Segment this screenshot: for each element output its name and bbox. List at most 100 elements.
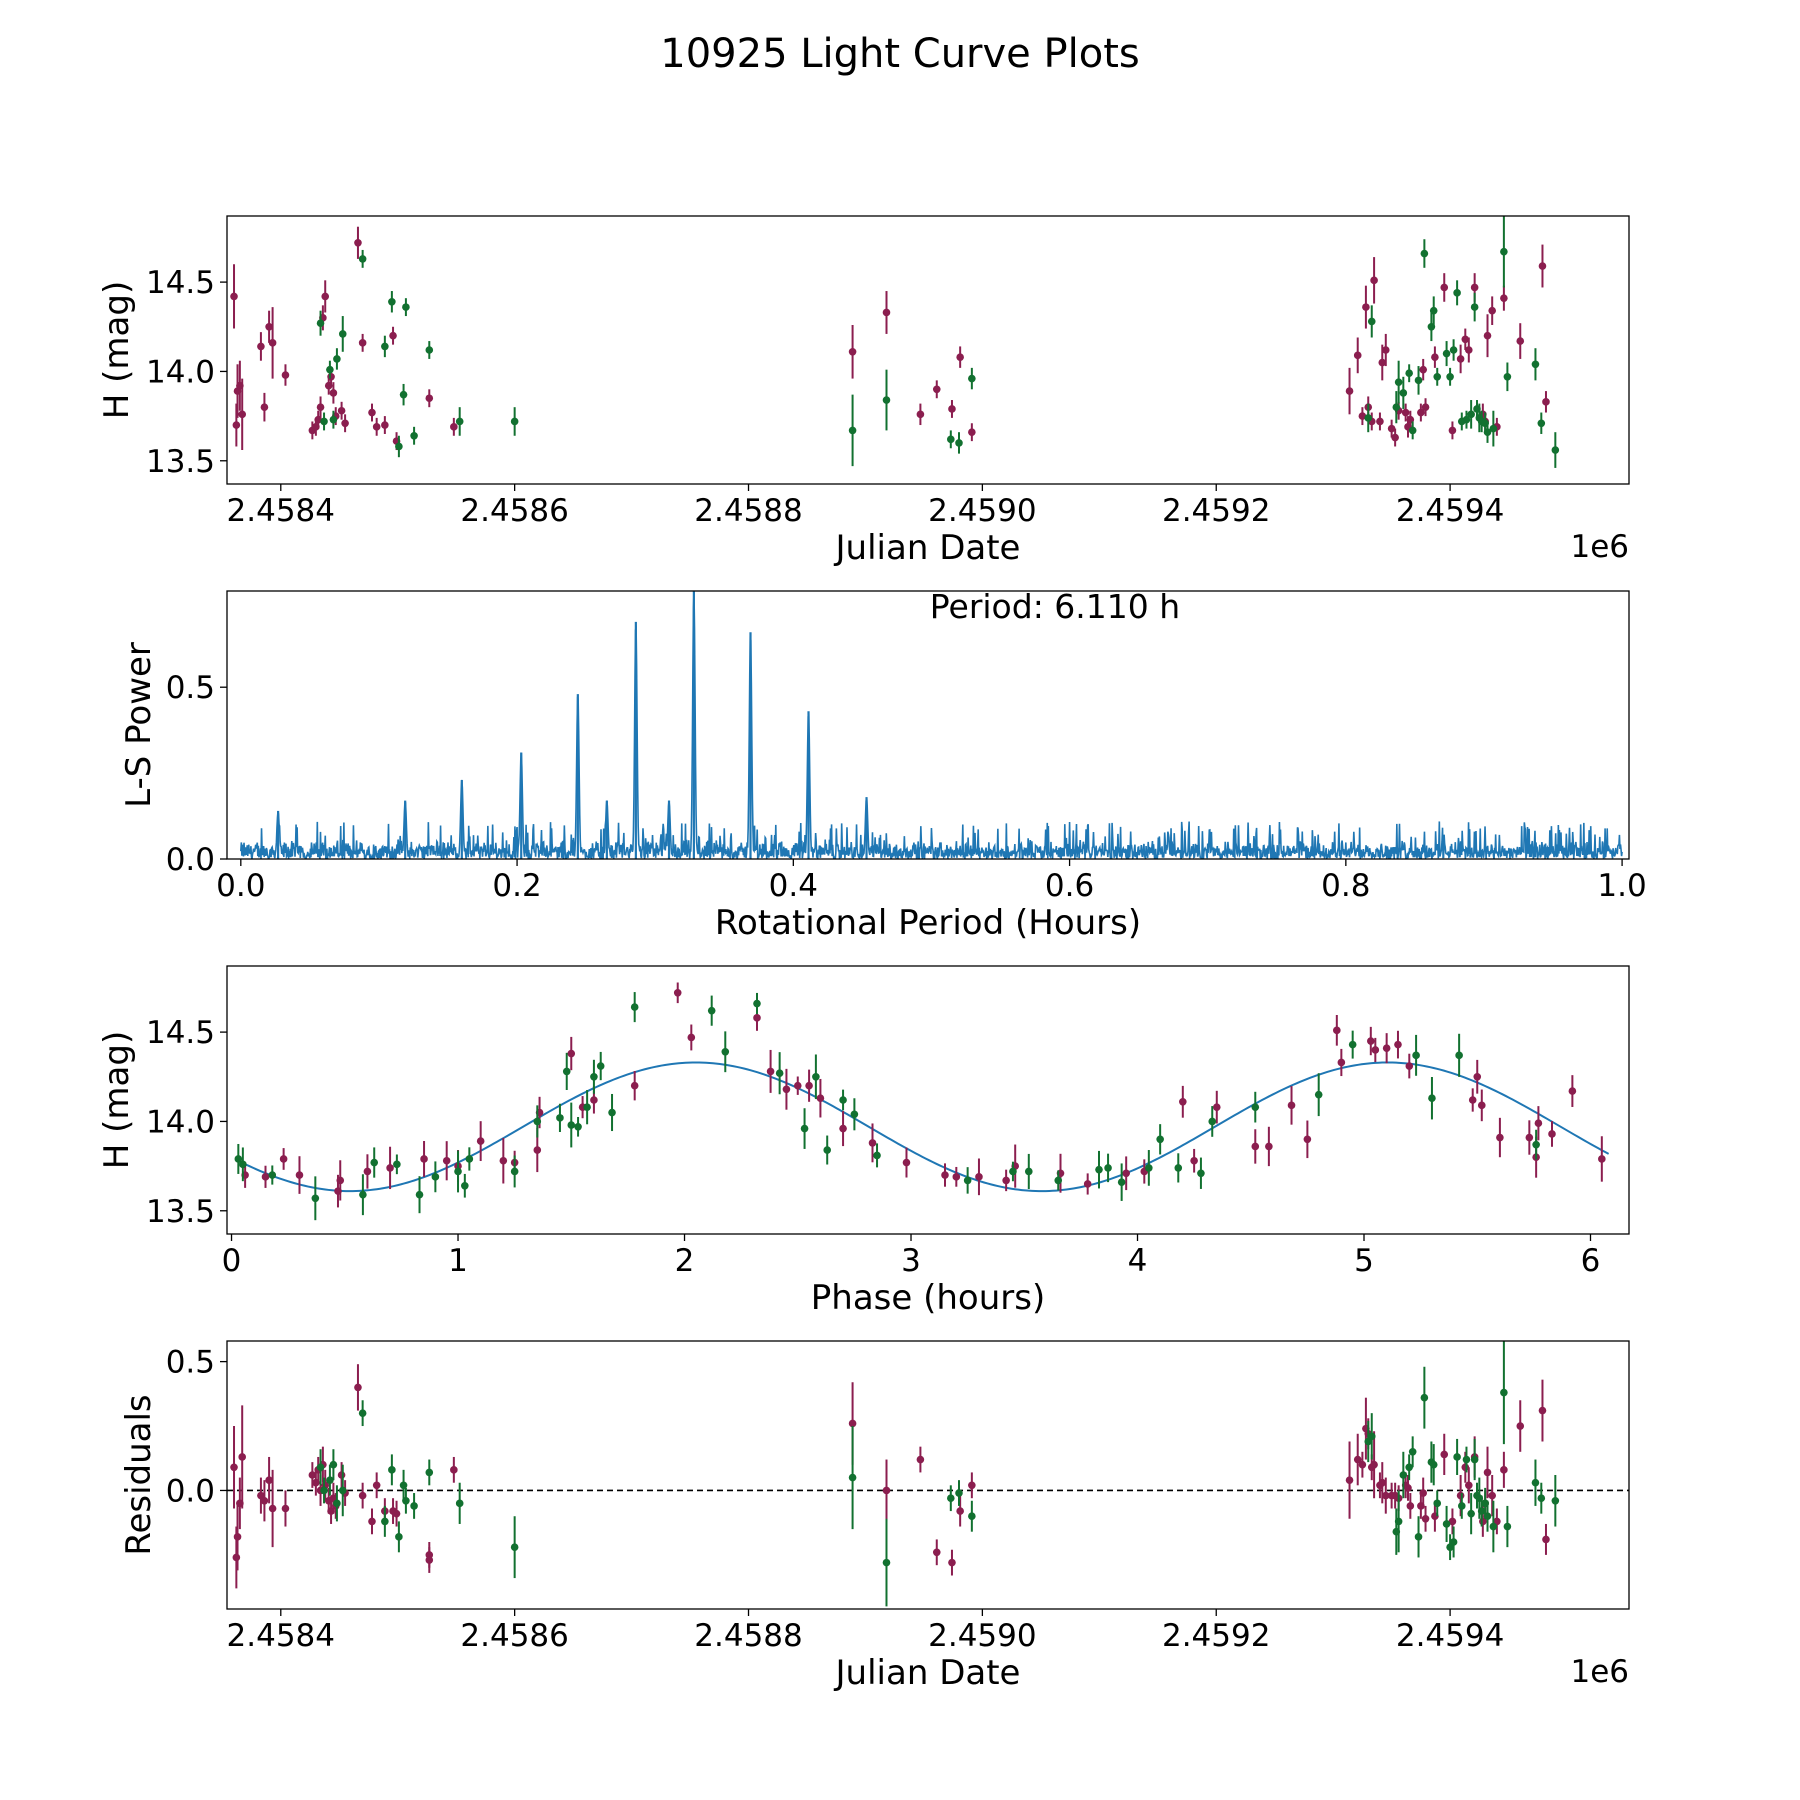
filter_a-data-point — [232, 1553, 241, 1562]
filter_a-data-point — [1473, 1072, 1482, 1081]
filter_a-data-point — [389, 331, 397, 340]
periodogram-axes-frame — [226, 590, 1630, 860]
filter_b-data-point — [1449, 346, 1458, 354]
filter_b-data-point — [1420, 1393, 1429, 1402]
filter_a-data-point — [281, 1504, 290, 1513]
lightcurve-x-offset-label: 1e6 — [1570, 529, 1629, 565]
filter_a-data-point — [1303, 1135, 1312, 1144]
y-tick-label: 14.0 — [146, 354, 215, 390]
filter_b-data-point — [402, 303, 410, 311]
filter_b-data-point — [955, 1489, 963, 1497]
filter_b-data-point — [839, 1096, 847, 1104]
filter_a-data-point — [766, 1067, 775, 1076]
filter_a-data-point — [336, 1176, 345, 1185]
y-tick-label: 0.5 — [166, 670, 215, 706]
phased-axes-frame — [226, 965, 1630, 1235]
periodogram-plot-area — [240, 591, 1623, 859]
filter_a-data-point — [1419, 1489, 1428, 1497]
filter_a-data-point — [1371, 1046, 1380, 1054]
filter_b-data-point — [562, 1067, 571, 1076]
filter_b-data-point — [395, 1533, 403, 1541]
filter_a-data-point — [368, 408, 376, 417]
filter_a-data-point — [341, 419, 349, 428]
filter_b-data-point — [1453, 289, 1461, 297]
filter_a-data-point — [1516, 1422, 1525, 1430]
filter_b-data-point — [320, 1486, 328, 1495]
periodogram-y-axis-label: L-S Power — [119, 642, 159, 808]
filter_a-data-point — [968, 1481, 976, 1490]
filter_b-data-point — [454, 1167, 462, 1176]
filter_a-data-point — [1488, 1491, 1496, 1500]
filter_a-data-point — [1358, 1460, 1367, 1469]
filter_b-data-point — [1394, 1517, 1403, 1526]
filter_a-data-point — [1387, 424, 1396, 433]
filter_a-data-point — [363, 1167, 372, 1176]
filter_a-data-point — [1353, 1455, 1362, 1464]
filter_b-data-point — [1405, 369, 1413, 378]
filter_a-data-point — [782, 1085, 791, 1094]
filter_a-data-point — [932, 385, 941, 394]
x-tick-label: 4 — [1128, 1243, 1148, 1279]
filter_a-data-point — [1345, 1476, 1354, 1484]
filter_a-data-point — [848, 347, 857, 356]
filter_b-data-point — [567, 1121, 576, 1129]
filter_b-data-point — [461, 1181, 469, 1190]
filter_b-data-point — [1455, 1051, 1463, 1060]
filter_b-data-point — [533, 1117, 542, 1126]
filter_a-data-point — [308, 1471, 317, 1479]
lightcurve-x-ticks: 2.4584 2.4586 2.4588 2.4590 2.4592 2.4594 — [227, 484, 1504, 529]
filter_a-data-point — [281, 371, 290, 379]
filter_b-data-point — [882, 396, 891, 404]
filter_a-data-point — [1483, 1468, 1492, 1477]
filter_a-data-point — [268, 1504, 277, 1513]
filter_a-data-point — [1419, 365, 1428, 374]
filter_a-data-point — [1516, 337, 1525, 345]
x-tick-label: 1 — [448, 1243, 468, 1279]
filter_a-data-point — [257, 342, 265, 351]
x-tick-label: 2.4584 — [227, 1618, 335, 1654]
lightcurve-panel: 2.4584 2.4586 2.4588 2.4590 2.4592 2.4594 13.… — [97, 215, 1630, 568]
filter_b-data-point — [239, 1160, 247, 1169]
filter_a-data-point — [358, 1491, 367, 1500]
filter_a-data-point — [1251, 1142, 1260, 1151]
filter_b-data-point — [393, 1160, 401, 1169]
filter_b-data-point — [1429, 306, 1438, 315]
filter_b-data-point — [410, 1502, 418, 1510]
filter_b-data-point — [1433, 373, 1442, 381]
filter_a-data-point — [354, 239, 362, 247]
filter_a-data-point — [882, 1486, 891, 1495]
filter_b-data-point — [1442, 349, 1451, 358]
filter_b-data-point — [1208, 1117, 1217, 1126]
filter_a-data-point — [327, 373, 335, 381]
residuals-y-ticks: 0.0 0.5 — [166, 1345, 227, 1509]
filter_b-data-point — [1117, 1178, 1126, 1186]
filter_b-data-point — [333, 1499, 341, 1508]
filter_b-data-point — [358, 255, 367, 263]
filter_b-data-point — [1394, 378, 1403, 386]
filter_b-data-point — [329, 1460, 338, 1469]
filter_b-data-point — [338, 330, 347, 338]
filter_a-data-point — [268, 339, 277, 347]
filter_a-data-point — [1370, 1460, 1378, 1469]
filter_b-data-point — [1537, 419, 1546, 428]
filter_b-data-point — [1551, 1496, 1560, 1505]
filter_b-data-point — [968, 1512, 976, 1521]
filter_a-data-point — [1548, 1130, 1556, 1138]
filter_b-data-point — [1551, 446, 1560, 454]
filter_b-data-point — [1009, 1167, 1017, 1176]
filter_b-data-point — [388, 1466, 396, 1474]
filter_b-data-point — [1470, 303, 1479, 311]
filter_a-data-point — [372, 1481, 381, 1490]
filter_b-data-point — [381, 1517, 389, 1526]
filter_b-data-point — [1500, 1388, 1508, 1397]
filter_a-data-point — [839, 1124, 847, 1133]
filter_b-data-point — [1531, 1478, 1540, 1487]
filter_a-data-point — [420, 1155, 428, 1163]
filter_a-data-point — [368, 1517, 376, 1526]
filter_a-data-point — [805, 1081, 813, 1090]
filter_b-data-point — [1446, 373, 1454, 381]
filter_a-data-point — [1456, 1491, 1465, 1500]
x-tick-label: 0.8 — [1321, 868, 1370, 904]
y-tick-label: 0.5 — [166, 1345, 215, 1381]
